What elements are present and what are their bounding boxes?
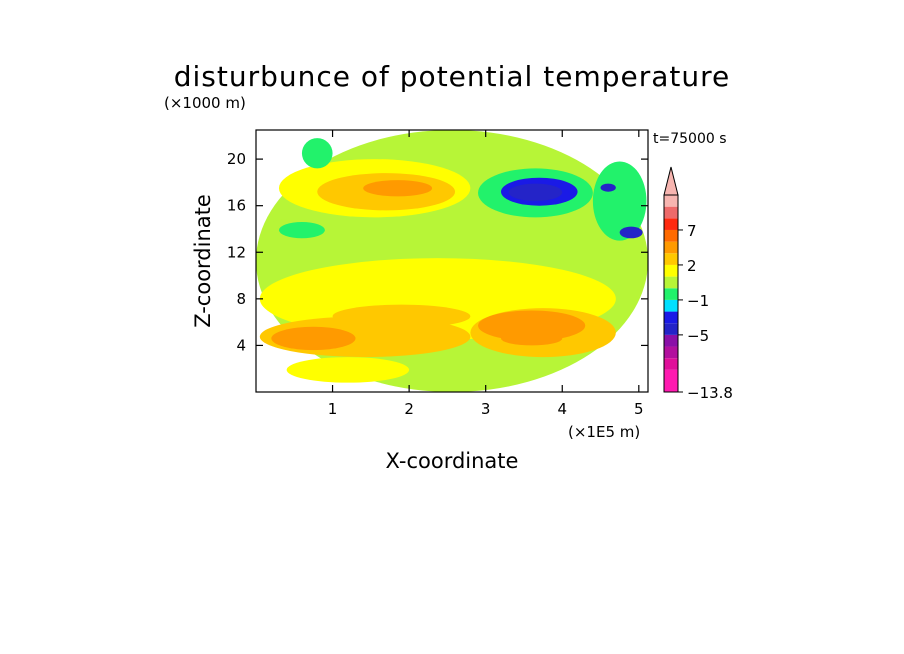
colorbar-cell (664, 241, 678, 254)
chart-title: disturbunce of potential temperature (174, 60, 731, 93)
heatmap-region (619, 226, 643, 239)
colorbar-tick-label: −1 (687, 292, 709, 310)
y-tick-label: 12 (227, 243, 246, 261)
colorbar-tick-label: −5 (687, 327, 709, 345)
x-unit-label: (×1E5 m) (568, 423, 640, 441)
colorbar-cell (664, 334, 678, 347)
colorbar-extension (663, 166, 679, 196)
colorbar-cell (664, 253, 678, 265)
heatmap-region (363, 180, 433, 197)
y-tick-label: 8 (236, 290, 246, 308)
heatmap-region (592, 161, 647, 241)
colorbar-cell (664, 288, 678, 300)
heatmap-region (278, 221, 325, 239)
x-axis-label: X-coordinate (386, 449, 519, 473)
colorbar-cell (664, 276, 678, 289)
plot-frame (255, 129, 649, 393)
colorbar-cell (664, 195, 678, 207)
heatmap-region (600, 183, 616, 192)
colorbar-cell (664, 323, 678, 335)
heatmap-region (286, 357, 410, 383)
y-ticks: 4 8 12 16 20 (227, 150, 648, 354)
colorbar-cell (664, 218, 678, 230)
time-label: t=75000 s (653, 131, 727, 147)
colorbar-cell (664, 229, 678, 242)
x-tick-label: 3 (481, 400, 491, 418)
colorbar-cell (664, 346, 678, 359)
heatmap-regions (256, 130, 648, 392)
colorbar-cell (664, 206, 678, 219)
colorbar-cell (664, 369, 678, 392)
colorbar-cell (664, 264, 678, 277)
y-tick-label: 16 (227, 197, 246, 215)
heatmap-region (271, 326, 356, 351)
y-tick-label: 20 (227, 150, 246, 168)
heatmap-region (478, 310, 586, 341)
heatmap-region (378, 184, 394, 192)
x-tick-label: 4 (557, 400, 567, 418)
colorbar-cell (664, 299, 678, 312)
colorbar: 7 2 −1 −5 −13.8 (663, 166, 733, 402)
x-ticks: 1 2 3 4 5 (328, 130, 644, 418)
x-tick-label: 5 (634, 400, 644, 418)
colorbar-tick-label: −13.8 (687, 384, 733, 402)
heatmap-region (301, 138, 333, 169)
x-tick-label: 1 (328, 400, 338, 418)
colorbar-cell (664, 311, 678, 324)
heatmap-region (332, 304, 471, 328)
heatmap-region (508, 183, 563, 202)
y-tick-label: 4 (236, 336, 246, 354)
x-tick-label: 2 (404, 400, 414, 418)
colorbar-cell (664, 358, 678, 370)
colorbar-tick-label: 2 (687, 257, 697, 275)
colorbar-tick-label: 7 (687, 222, 697, 240)
y-axis-label: Z-coordinate (191, 194, 215, 328)
colorbar-frame (663, 194, 679, 393)
heatmap-region (501, 331, 563, 346)
y-unit-label: (×1000 m) (164, 94, 246, 112)
